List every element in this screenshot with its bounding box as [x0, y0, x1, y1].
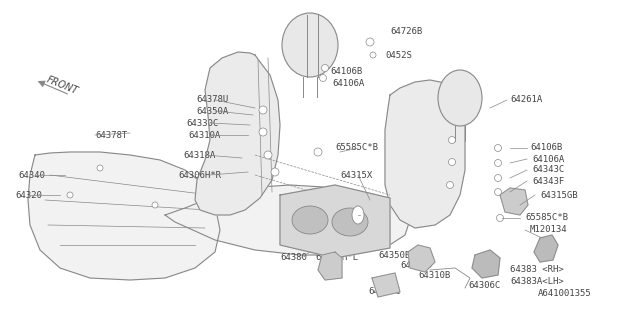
Ellipse shape — [292, 206, 328, 234]
Polygon shape — [408, 245, 435, 272]
Text: 64106A: 64106A — [332, 79, 364, 89]
Circle shape — [497, 214, 504, 221]
Text: 64330C: 64330C — [186, 118, 218, 127]
Circle shape — [259, 128, 267, 136]
Text: 64306H*L: 64306H*L — [315, 253, 358, 262]
Text: 64320: 64320 — [15, 190, 42, 199]
Polygon shape — [534, 235, 558, 262]
Text: 64310B: 64310B — [418, 271, 451, 281]
Circle shape — [319, 75, 326, 82]
Text: 64340: 64340 — [18, 171, 45, 180]
Ellipse shape — [282, 13, 338, 77]
Circle shape — [495, 188, 502, 196]
Text: 64285B: 64285B — [335, 211, 367, 220]
Ellipse shape — [332, 208, 368, 236]
Circle shape — [67, 192, 73, 198]
Text: 64350A: 64350A — [196, 107, 228, 116]
Text: 64106A: 64106A — [532, 155, 564, 164]
Circle shape — [259, 106, 267, 114]
Ellipse shape — [352, 206, 364, 224]
Text: 64310A: 64310A — [188, 131, 220, 140]
Text: 64315GB: 64315GB — [540, 190, 578, 199]
Circle shape — [271, 168, 279, 176]
Text: 64371G: 64371G — [368, 287, 400, 297]
Text: 65585C*B: 65585C*B — [335, 143, 378, 153]
Circle shape — [495, 159, 502, 166]
Text: 64306H*R: 64306H*R — [178, 171, 221, 180]
Text: 64383A<LH>: 64383A<LH> — [510, 276, 564, 285]
Circle shape — [449, 158, 456, 165]
Text: 64318A: 64318A — [183, 150, 215, 159]
Text: 64378U: 64378U — [196, 95, 228, 105]
Circle shape — [264, 151, 272, 159]
Text: 64350B: 64350B — [378, 251, 410, 260]
Text: 64315X: 64315X — [340, 171, 372, 180]
Text: 64106B: 64106B — [530, 143, 563, 153]
Text: M120134: M120134 — [530, 226, 568, 235]
Circle shape — [321, 65, 328, 71]
Circle shape — [495, 174, 502, 181]
Circle shape — [314, 148, 322, 156]
Circle shape — [449, 137, 456, 143]
Polygon shape — [318, 252, 342, 280]
Text: 64261D: 64261D — [295, 23, 327, 33]
Ellipse shape — [438, 70, 482, 126]
Circle shape — [447, 181, 454, 188]
Text: 64106B: 64106B — [330, 68, 362, 76]
Polygon shape — [472, 250, 500, 278]
Text: 64306C: 64306C — [468, 281, 500, 290]
Polygon shape — [165, 185, 410, 255]
Text: 64383 <RH>: 64383 <RH> — [510, 266, 564, 275]
Text: 64343F: 64343F — [532, 177, 564, 186]
Polygon shape — [372, 273, 400, 297]
Text: 64726B: 64726B — [390, 28, 422, 36]
Circle shape — [370, 52, 376, 58]
Polygon shape — [385, 80, 465, 228]
Circle shape — [495, 145, 502, 151]
Text: FRONT: FRONT — [45, 74, 79, 96]
Circle shape — [366, 38, 374, 46]
Polygon shape — [195, 52, 280, 215]
Text: 64330D: 64330D — [400, 260, 432, 269]
Polygon shape — [28, 152, 220, 280]
Text: 64343C: 64343C — [532, 165, 564, 174]
Polygon shape — [500, 188, 528, 215]
Circle shape — [97, 165, 103, 171]
Text: A641001355: A641001355 — [538, 289, 592, 298]
Polygon shape — [280, 185, 390, 258]
Text: 64378T: 64378T — [95, 131, 127, 140]
Text: 64261A: 64261A — [510, 95, 542, 105]
Text: 0452S: 0452S — [385, 51, 412, 60]
Circle shape — [152, 202, 158, 208]
Text: 64380: 64380 — [280, 253, 307, 262]
Text: 65585C*B: 65585C*B — [525, 213, 568, 222]
